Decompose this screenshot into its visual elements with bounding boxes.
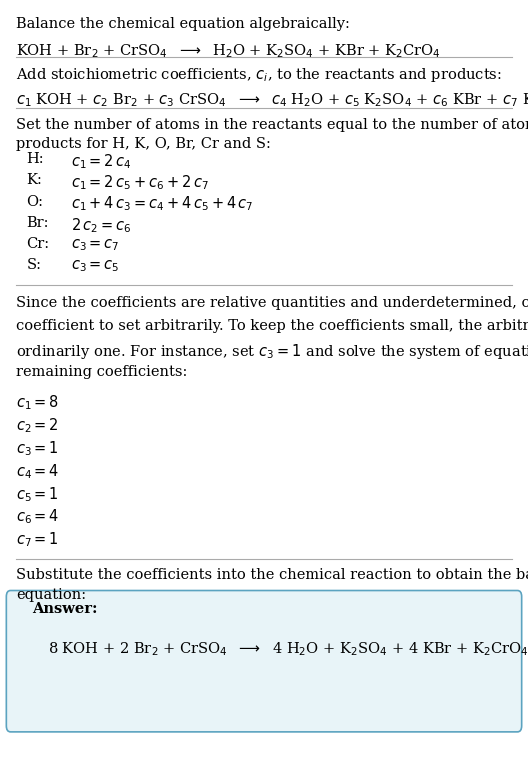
Text: $c_1 = 8$: $c_1 = 8$ <box>16 394 59 413</box>
Text: Cr:: Cr: <box>26 237 50 251</box>
Text: $c_7 = 1$: $c_7 = 1$ <box>16 530 59 549</box>
Text: $c_4 = 4$: $c_4 = 4$ <box>16 462 59 481</box>
Text: H:: H: <box>26 152 44 166</box>
Text: $c_3 = 1$: $c_3 = 1$ <box>16 439 59 458</box>
Text: $c_2 = 2$: $c_2 = 2$ <box>16 416 59 435</box>
Text: Balance the chemical equation algebraically:: Balance the chemical equation algebraica… <box>16 17 350 31</box>
Text: products for H, K, O, Br, Cr and S:: products for H, K, O, Br, Cr and S: <box>16 137 271 150</box>
Text: Add stoichiometric coefficients, $c_i$, to the reactants and products:: Add stoichiometric coefficients, $c_i$, … <box>16 66 502 84</box>
Text: $c_3 = c_5$: $c_3 = c_5$ <box>71 258 120 274</box>
Text: $c_1 + 4\,c_3 = c_4 + 4\,c_5 + 4\,c_7$: $c_1 + 4\,c_3 = c_4 + 4\,c_5 + 4\,c_7$ <box>71 195 254 214</box>
FancyBboxPatch shape <box>6 591 522 732</box>
Text: coefficient to set arbitrarily. To keep the coefficients small, the arbitrary va: coefficient to set arbitrarily. To keep … <box>16 319 528 333</box>
Text: K:: K: <box>26 173 42 187</box>
Text: $c_1 = 2\,c_5 + c_6 + 2\,c_7$: $c_1 = 2\,c_5 + c_6 + 2\,c_7$ <box>71 173 209 192</box>
Text: KOH + Br$_2$ + CrSO$_4$  $\longrightarrow$  H$_2$O + K$_2$SO$_4$ + KBr + K$_2$Cr: KOH + Br$_2$ + CrSO$_4$ $\longrightarrow… <box>16 42 441 59</box>
Text: O:: O: <box>26 195 43 208</box>
Text: $c_1$ KOH + $c_2$ Br$_2$ + $c_3$ CrSO$_4$  $\longrightarrow$  $c_4$ H$_2$O + $c_: $c_1$ KOH + $c_2$ Br$_2$ + $c_3$ CrSO$_4… <box>16 91 528 109</box>
Text: S:: S: <box>26 258 41 272</box>
Text: Set the number of atoms in the reactants equal to the number of atoms in the: Set the number of atoms in the reactants… <box>16 118 528 131</box>
Text: remaining coefficients:: remaining coefficients: <box>16 365 187 378</box>
Text: $2\,c_2 = c_6$: $2\,c_2 = c_6$ <box>71 216 132 235</box>
Text: $c_3 = c_7$: $c_3 = c_7$ <box>71 237 120 253</box>
Text: ordinarily one. For instance, set $c_3 = 1$ and solve the system of equations fo: ordinarily one. For instance, set $c_3 =… <box>16 342 528 361</box>
Text: Since the coefficients are relative quantities and underdetermined, choose a: Since the coefficients are relative quan… <box>16 296 528 310</box>
Text: equation:: equation: <box>16 588 86 602</box>
Text: 8 KOH + 2 Br$_2$ + CrSO$_4$  $\longrightarrow$  4 H$_2$O + K$_2$SO$_4$ + 4 KBr +: 8 KOH + 2 Br$_2$ + CrSO$_4$ $\longrighta… <box>48 640 528 657</box>
Text: Br:: Br: <box>26 216 49 230</box>
Text: $c_5 = 1$: $c_5 = 1$ <box>16 485 59 504</box>
Text: $c_6 = 4$: $c_6 = 4$ <box>16 508 59 527</box>
Text: Substitute the coefficients into the chemical reaction to obtain the balanced: Substitute the coefficients into the che… <box>16 568 528 581</box>
Text: Answer:: Answer: <box>32 602 97 616</box>
Text: $c_1 = 2\,c_4$: $c_1 = 2\,c_4$ <box>71 152 132 171</box>
